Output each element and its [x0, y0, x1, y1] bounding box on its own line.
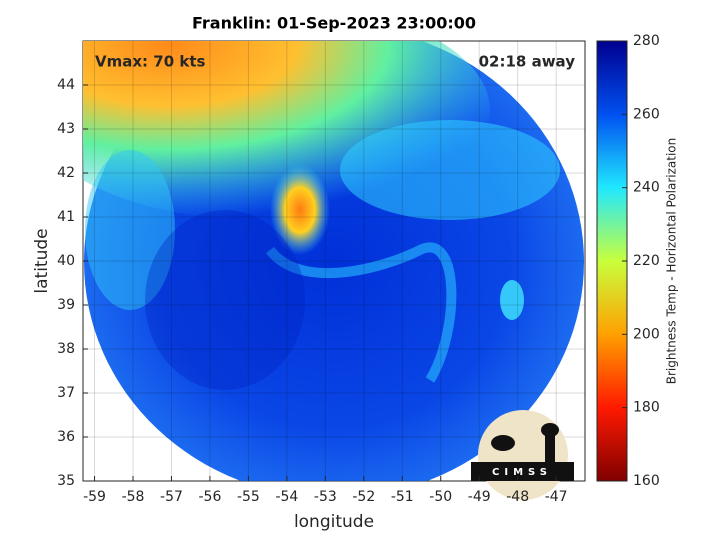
x-tick-label: -51: [391, 489, 414, 505]
y-tick-label: 44: [57, 77, 75, 93]
logo-dish: [491, 435, 515, 451]
x-axis-label: longitude: [294, 512, 374, 532]
colorbar-tick-label: 280: [633, 33, 660, 49]
rain-band: [266, 242, 457, 383]
x-tick-label: -56: [199, 489, 222, 505]
chart-title: Franklin: 01-Sep-2023 23:00:00: [192, 14, 476, 33]
y-tick-label: 40: [57, 253, 75, 269]
y-tick-label: 36: [57, 429, 75, 445]
x-tick-label: -54: [275, 489, 298, 505]
annotation: 02:18 away: [479, 53, 576, 71]
x-tick-label: -49: [468, 489, 491, 505]
logo-text: CIMSS: [492, 467, 552, 478]
logo-tower: [541, 423, 559, 437]
y-tick-label: 38: [57, 341, 75, 357]
logo: CIMSS: [471, 410, 574, 500]
x-tick-label: -55: [237, 489, 260, 505]
x-tick-label: -57: [160, 489, 183, 505]
colorbar-tick-label: 200: [633, 326, 660, 342]
cloud-band: [85, 150, 175, 310]
colorbar-label: Brightness Temp - Horizontal Polarizatio…: [665, 138, 679, 385]
logo-band: [471, 462, 574, 481]
cold-region: [145, 210, 305, 390]
x-tick-label: -59: [83, 489, 106, 505]
y-tick-label: 41: [57, 209, 75, 225]
cloud-band: [340, 120, 560, 220]
y-tick-label: 39: [57, 297, 75, 313]
imagery: [83, 41, 584, 481]
x-tick-label: -48: [506, 489, 529, 505]
y-tick-label: 35: [57, 473, 75, 489]
cloud-band: [270, 165, 330, 255]
colorbar-tick-label: 240: [633, 180, 660, 196]
colorbar-tick-label: 160: [633, 473, 660, 489]
x-tick-label: -52: [352, 489, 375, 505]
y-tick-label: 42: [57, 165, 75, 181]
y-tick-label: 37: [57, 385, 75, 401]
annotation: Vmax: 70 kts: [95, 53, 205, 71]
x-tick-label: -53: [314, 489, 337, 505]
x-tick-label: -50: [429, 489, 452, 505]
y-axis-label: latitude: [32, 228, 52, 293]
colorbar-tick-label: 260: [633, 106, 660, 122]
rain-band: [500, 280, 524, 320]
y-tick-label: 43: [57, 121, 75, 137]
x-tick-label: -47: [545, 489, 568, 505]
colorbar-tick-label: 220: [633, 253, 660, 269]
x-tick-label: -58: [122, 489, 145, 505]
logo-tower: [545, 430, 555, 462]
colorbar-tick-label: 180: [633, 400, 660, 416]
